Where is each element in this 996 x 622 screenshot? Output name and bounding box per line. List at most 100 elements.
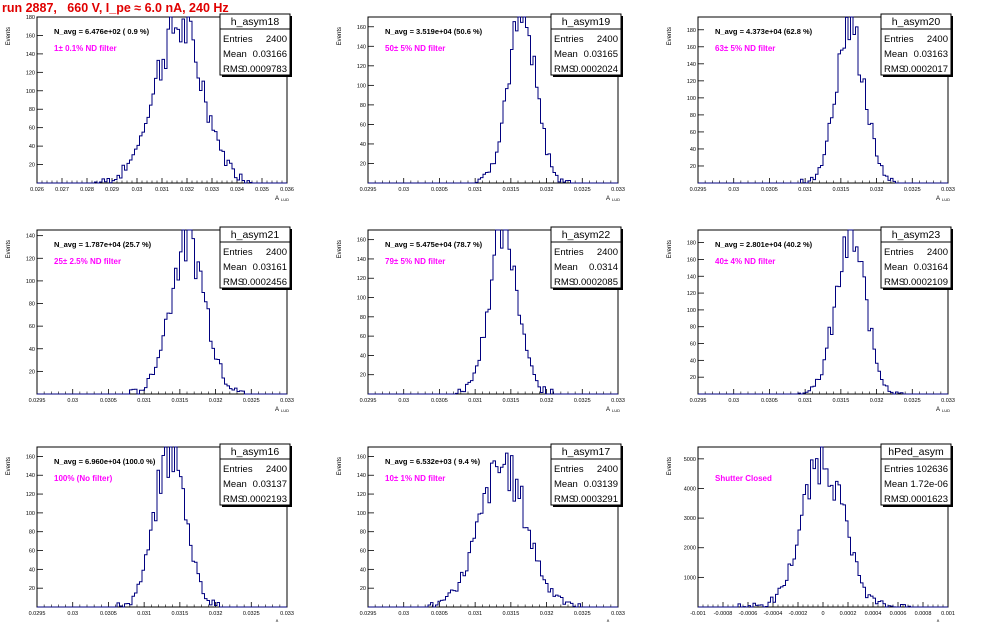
y-tick-label: 60 [29, 549, 35, 555]
y-tick-label: 3000 [684, 516, 696, 522]
x-tick-label: 0.0295 [690, 398, 707, 404]
stats-entries-value: 2400 [266, 464, 287, 475]
x-tick-label: 0.0295 [29, 611, 46, 617]
stats-mean-label: Mean [554, 49, 578, 60]
y-tick-label: 40 [360, 142, 366, 148]
x-tick-label: 0.033 [611, 398, 625, 404]
stats-rms-label: RMS [884, 494, 905, 505]
y-tick-label: 100 [26, 511, 35, 517]
x-tick-label: 0.031 [798, 187, 812, 193]
navg-label: N_avg = 6.960e+04 (100.0 %) [54, 457, 156, 466]
x-axis-label-subscript: LUD [942, 197, 950, 202]
y-tick-label: 180 [26, 15, 35, 21]
y-tick-label: 140 [687, 274, 696, 280]
x-tick-label: 0.032 [870, 187, 884, 193]
x-tick-label: 0.03 [728, 187, 739, 193]
y-tick-label: 60 [360, 122, 366, 128]
histogram-panel-h_asym21: Events A LUD 0.0295 0.03 0.0305 0.031 0.0315 0.0… [6, 226, 294, 413]
x-tick-label: 0.0295 [360, 398, 377, 404]
x-tick-label: -0.0006 [739, 611, 758, 617]
x-axis-label-subscript: LUD [281, 408, 289, 413]
stats-rms-label: RMS [223, 64, 244, 75]
y-tick-label: 100 [687, 308, 696, 314]
y-tick-label: 60 [360, 334, 366, 340]
y-tick-label: 60 [29, 126, 35, 132]
y-tick-label: 60 [29, 324, 35, 330]
x-tick-label: 0.032 [540, 398, 554, 404]
stats-entries-value: 2400 [927, 34, 948, 45]
x-tick-label: 0.0325 [574, 187, 591, 193]
stats-rms-value: 0.0003291 [573, 494, 618, 505]
filter-annotation: 40± 4% ND filter [715, 257, 775, 266]
stats-box: h_asym22 Entries 2400 Mean 0.0314 RMS0.000208… [550, 226, 623, 290]
x-tick-label: 0.0315 [502, 611, 519, 617]
stats-mean-label: Mean [884, 262, 908, 273]
stats-rms-label: RMS [884, 64, 905, 75]
y-tick-label: 120 [357, 276, 366, 282]
y-tick-label: 60 [690, 342, 696, 348]
x-tick-label: 0.032 [540, 187, 554, 193]
stats-entries-label: Entries [884, 247, 914, 258]
x-tick-label: 0.033 [280, 398, 294, 404]
stats-rms-value: 0.0001623 [903, 494, 948, 505]
stats-mean-value: 0.03161 [253, 262, 287, 273]
stats-mean-label: Mean [884, 49, 908, 60]
filter-annotation: 63± 5% ND filter [715, 44, 775, 53]
y-tick-label: 80 [360, 315, 366, 321]
stats-mean-label: Mean [223, 479, 247, 490]
plot-frame [697, 16, 949, 184]
x-tick-label: 0.031 [155, 187, 169, 193]
filter-annotation: 10± 1% ND filter [385, 474, 445, 483]
histogram-panel-h_asym16: EventsALUD0.02950.030.03050.0310.03150.0… [6, 443, 294, 622]
stats-rms-label: RMS [223, 494, 244, 505]
x-tick-label: -0.0008 [714, 611, 733, 617]
stats-rms-value: 0.0002024 [573, 64, 618, 75]
histogram-panel-hPed_asym: EventsALUD-0.001-0.0008-0.0006-0.0004-0.… [667, 443, 955, 622]
y-tick-label: 40 [690, 358, 696, 364]
histogram-series-h_asym20 [698, 16, 948, 184]
stats-rms-value: 0.0002456 [242, 277, 287, 288]
y-tick-label: 140 [26, 52, 35, 58]
stats-mean-label: Mean [554, 262, 578, 273]
x-tick-label: 0.0305 [431, 398, 448, 404]
x-axis-label: A [606, 196, 610, 202]
x-tick-label: 0.032 [180, 187, 194, 193]
y-tick-label: 180 [687, 241, 696, 247]
stats-box-title: h_asym16 [231, 446, 280, 458]
x-tick-label: 0.03 [728, 398, 739, 404]
x-tick-label: -0.001 [690, 611, 706, 617]
stats-rms-value: 0.0002109 [903, 277, 948, 288]
y-tick-label: 120 [687, 291, 696, 297]
y-tick-label: 4000 [684, 486, 696, 492]
y-tick-label: 5000 [684, 457, 696, 463]
histogram-panel-h_asym23: Events A LUD 0.0295 0.03 0.0305 0.031 0.0315 0.0… [667, 226, 955, 413]
stats-rms-label: RMS [223, 277, 244, 288]
stats-entries-label: Entries [223, 247, 253, 258]
filter-annotation: 79± 5% ND filter [385, 257, 445, 266]
stats-mean-value: 0.03165 [584, 49, 618, 60]
x-tick-label: 0.033 [611, 187, 625, 193]
stats-entries-label: Entries [554, 34, 584, 45]
y-tick-label: 80 [29, 530, 35, 536]
y-tick-label: 160 [26, 454, 35, 460]
stats-entries-value: 2400 [266, 34, 287, 45]
stats-rms-label: RMS [554, 494, 575, 505]
y-tick-label: 60 [690, 130, 696, 136]
x-tick-label: 0.0004 [865, 611, 882, 617]
x-tick-label: 0.033 [280, 611, 294, 617]
plot-frame [367, 16, 619, 184]
stats-mean-label: Mean [554, 479, 578, 490]
y-tick-label: 100 [357, 83, 366, 89]
x-tick-label: 0.031 [468, 398, 482, 404]
y-tick-label: 120 [26, 70, 35, 76]
y-tick-label: 1000 [684, 575, 696, 581]
x-tick-label: -0.0004 [764, 611, 783, 617]
stats-box-title: h_asym18 [231, 16, 280, 28]
y-tick-label: 20 [690, 164, 696, 170]
filter-annotation: 50± 5% ND filter [385, 44, 445, 53]
x-tick-label: 0.0315 [832, 187, 849, 193]
y-tick-label: 120 [26, 492, 35, 498]
stats-box-title: h_asym19 [562, 16, 611, 28]
stats-mean-value: 0.0314 [589, 262, 618, 273]
